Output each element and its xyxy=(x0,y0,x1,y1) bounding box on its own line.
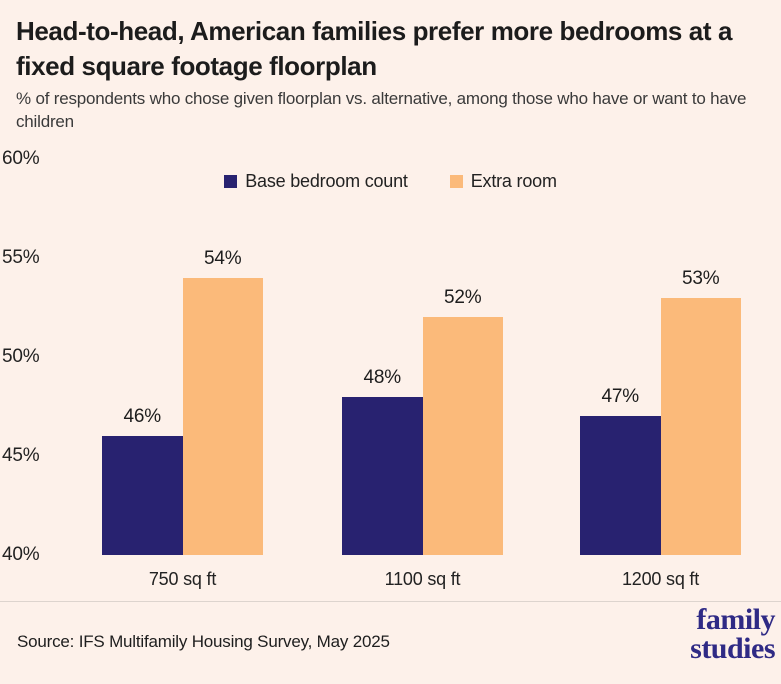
legend-swatch-icon xyxy=(449,175,463,188)
bar-group-1200-sq-ft: 47% 53% 1200 sq ft xyxy=(580,159,741,589)
category-label: 750 sq ft xyxy=(148,569,217,589)
y-tick-label-55: 55% xyxy=(2,247,40,268)
chart-subtitle: % of respondents who chose given floorpl… xyxy=(16,89,747,131)
bar-extra-room xyxy=(182,277,263,555)
legend: Base bedroom count Extra room xyxy=(0,171,781,192)
legend-item-base-bedroom-count: Base bedroom count xyxy=(224,171,408,192)
bar-base-bedroom-count xyxy=(580,416,661,555)
bar-value-label: 46% xyxy=(123,406,162,428)
chart-header: Head-to-head, American families prefer m… xyxy=(16,14,768,133)
legend-swatch-icon xyxy=(224,175,238,188)
logo-line-2: studies xyxy=(690,631,775,665)
category-label: 1200 sq ft xyxy=(621,569,700,589)
bar-value-label: 53% xyxy=(682,267,720,289)
legend-item-extra-room: Extra room xyxy=(449,171,557,192)
bar-group-750-sq-ft: 46% 54% 750 sq ft xyxy=(102,159,263,589)
bar-base-bedroom-count xyxy=(102,436,183,555)
bar-group-1100-sq-ft: 48% 52% 1100 sq ft xyxy=(342,159,503,589)
bar-value-label: 52% xyxy=(444,287,482,309)
bar-extra-room xyxy=(660,297,741,555)
bar-value-label: 48% xyxy=(363,366,402,388)
bar-base-bedroom-count xyxy=(342,396,423,555)
y-tick-label-40: 40% xyxy=(2,544,40,565)
legend-label: Extra room xyxy=(470,171,557,191)
category-label: 1100 sq ft xyxy=(384,569,461,589)
y-tick-label-60: 60% xyxy=(2,148,40,169)
legend-label: Base bedroom count xyxy=(245,171,408,191)
y-tick-label-50: 50% xyxy=(2,346,40,367)
chart-area: 60% 55% 50% 45% 40% Base bedroom count Extra … xyxy=(0,148,781,589)
plot-area: 46% 54% 750 sq ft 48% 52% 1100 sq ft 47% 53% 120… xyxy=(0,159,781,589)
source-note: Source: IFS Multifamily Housing Survey, … xyxy=(17,632,390,651)
y-tick-label-45: 45% xyxy=(2,445,40,466)
bar-value-label: 47% xyxy=(601,386,640,408)
chart-title: Head-to-head, American families prefer m… xyxy=(16,16,733,81)
logo-line-1: family xyxy=(696,603,775,636)
bar-extra-room xyxy=(422,317,503,555)
bar-value-label: 54% xyxy=(204,247,242,269)
family-studies-logo: family studies xyxy=(690,603,775,665)
footer-divider xyxy=(0,601,781,602)
